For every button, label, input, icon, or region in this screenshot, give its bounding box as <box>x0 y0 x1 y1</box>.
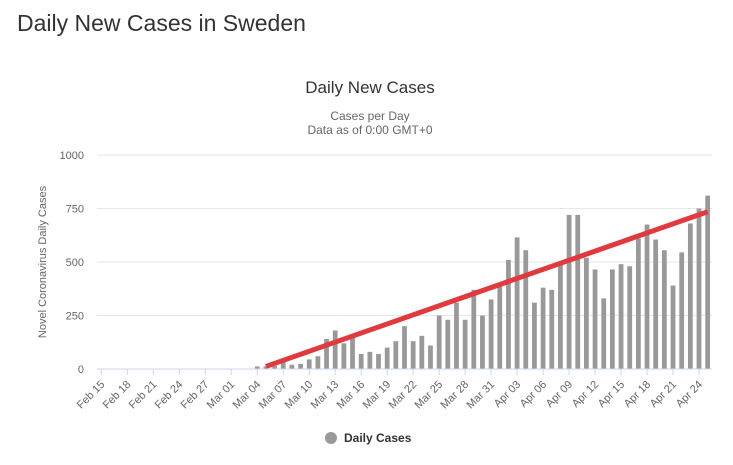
bar <box>367 351 373 369</box>
bar <box>350 336 355 369</box>
grid-lines <box>97 154 712 316</box>
bar <box>497 283 503 369</box>
bar <box>454 302 459 369</box>
bar <box>635 238 641 369</box>
bar <box>480 315 485 369</box>
bar-series <box>194 195 711 369</box>
bar <box>661 250 667 369</box>
x-tick-label: Apr 12 <box>570 379 601 410</box>
x-tick-label: Mar 22 <box>387 379 420 412</box>
x-tick-label: Apr 18 <box>622 379 653 410</box>
chart-subtitle-line-1: Cases per Day <box>330 109 409 123</box>
bar <box>696 208 702 369</box>
chart-title: Daily New Cases <box>305 78 434 97</box>
x-tick-label: Feb 21 <box>127 379 160 412</box>
bar <box>670 285 676 369</box>
x-tick-label: Mar 25 <box>413 379 446 412</box>
bar <box>514 237 520 369</box>
page-title: Daily New Cases in Sweden <box>17 10 306 36</box>
bar <box>610 269 615 369</box>
legend-marker <box>325 432 337 444</box>
bar <box>575 214 581 369</box>
bar <box>705 195 711 369</box>
x-tick-label: Apr 21 <box>648 379 679 410</box>
bar <box>263 366 269 369</box>
bar <box>532 302 537 369</box>
chart-subtitle-line-2: Data as of 0:00 GMT+0 <box>307 123 432 137</box>
bar <box>523 250 529 369</box>
x-tick-label: Mar 04 <box>231 379 264 412</box>
bar <box>627 266 633 369</box>
bar <box>376 354 381 369</box>
x-tick-label: Mar 01 <box>205 379 238 412</box>
x-tick-label: Apr 24 <box>674 379 705 410</box>
y-tick-label: 250 <box>66 311 84 323</box>
x-tick-label: Apr 15 <box>596 379 627 410</box>
bar <box>540 287 546 369</box>
x-tick-label: Mar 31 <box>465 379 498 412</box>
bar <box>341 343 347 369</box>
bar <box>436 315 442 369</box>
bar <box>280 361 286 369</box>
bar <box>402 326 407 369</box>
x-tick-label: Mar 10 <box>283 379 316 412</box>
x-tick-label: Mar 07 <box>257 379 290 412</box>
legend[interactable]: Daily Cases <box>325 431 412 445</box>
x-tick-label: Feb 27 <box>179 379 212 412</box>
bar <box>419 335 425 369</box>
bar <box>462 319 468 369</box>
bar <box>584 257 589 369</box>
bar <box>428 345 433 369</box>
bar <box>315 356 321 369</box>
bar <box>601 298 607 369</box>
bar <box>679 252 685 369</box>
bar <box>384 347 390 369</box>
bar <box>488 299 494 369</box>
x-tick-label: Feb 15 <box>75 379 108 412</box>
bar <box>306 359 312 369</box>
bar <box>445 319 451 369</box>
bar <box>324 339 329 369</box>
x-tick-label: Mar 19 <box>361 379 394 412</box>
x-tick-label: Apr 03 <box>492 379 523 410</box>
y-tick-label: 0 <box>78 364 84 376</box>
x-tick-label: Feb 24 <box>153 379 186 412</box>
trend-line <box>265 209 709 369</box>
bar <box>254 366 260 369</box>
bar <box>653 239 659 369</box>
x-tick-label: Mar 16 <box>335 379 368 412</box>
x-tick-label: Mar 13 <box>309 379 342 412</box>
legend-label: Daily Cases <box>344 431 412 445</box>
bar <box>549 289 555 369</box>
bar <box>289 364 295 369</box>
bar <box>298 363 303 369</box>
y-axis-ticks: 0 250 500 750 1000 <box>60 150 84 376</box>
y-tick-label: 500 <box>66 257 84 269</box>
bar <box>332 330 338 369</box>
bar <box>410 341 416 369</box>
y-tick-label: 1000 <box>60 150 84 162</box>
bar <box>506 259 511 369</box>
bar <box>358 354 364 369</box>
x-tick-label: Mar 28 <box>439 379 472 412</box>
bar <box>566 214 572 369</box>
bar <box>272 365 277 369</box>
x-tick-label: Apr 09 <box>544 379 575 410</box>
bar <box>687 223 693 369</box>
bar <box>558 264 563 369</box>
x-tick-label: Apr 06 <box>518 379 549 410</box>
y-axis-label: Novel Coronavirus Daily Cases <box>37 185 49 338</box>
x-tick-label: Feb 18 <box>101 379 134 412</box>
bar <box>644 224 650 369</box>
bar <box>592 269 598 369</box>
bar <box>618 264 624 369</box>
y-tick-label: 750 <box>66 204 84 216</box>
bar <box>471 289 477 369</box>
bar <box>393 341 399 369</box>
